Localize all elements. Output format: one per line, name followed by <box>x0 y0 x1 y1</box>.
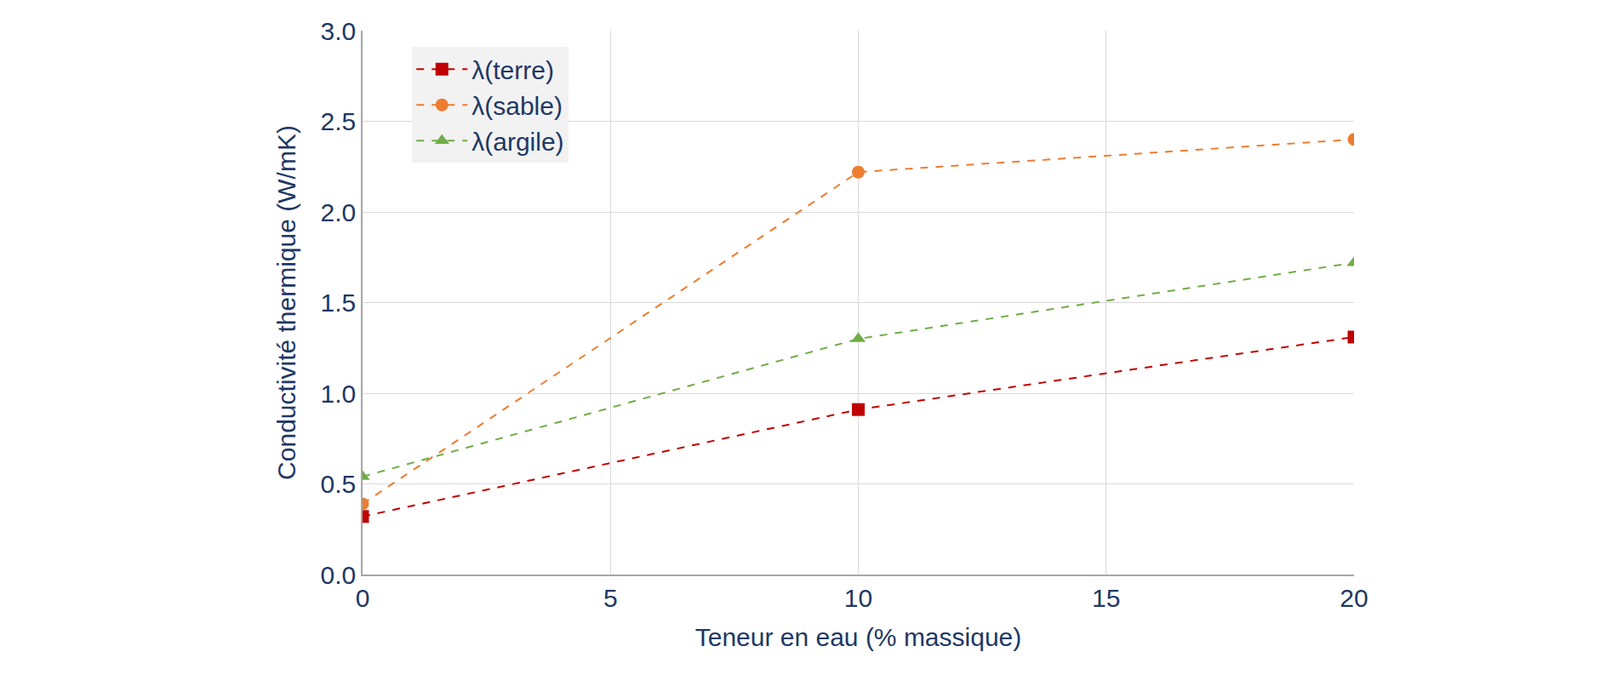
svg-text:10: 10 <box>844 583 873 612</box>
svg-text:1.5: 1.5 <box>320 288 357 317</box>
svg-text:λ(sable): λ(sable) <box>471 91 563 120</box>
svg-text:Teneur en eau (% massique): Teneur en eau (% massique) <box>695 622 1023 652</box>
svg-text:5: 5 <box>603 583 618 612</box>
svg-text:15: 15 <box>1091 583 1120 612</box>
svg-text:λ(argile): λ(argile) <box>471 127 564 156</box>
svg-text:λ(terre): λ(terre) <box>471 56 555 85</box>
svg-text:3.0: 3.0 <box>320 17 357 46</box>
svg-text:2.5: 2.5 <box>320 107 357 136</box>
svg-text:2.0: 2.0 <box>320 198 357 227</box>
svg-text:20: 20 <box>1339 583 1368 612</box>
svg-text:0.5: 0.5 <box>320 469 357 498</box>
svg-text:0.0: 0.0 <box>320 560 357 589</box>
svg-text:1.0: 1.0 <box>320 379 357 408</box>
svg-text:Conductivité thermique (W/mK): Conductivité thermique (W/mK) <box>272 125 301 480</box>
svg-text:0: 0 <box>355 583 371 612</box>
